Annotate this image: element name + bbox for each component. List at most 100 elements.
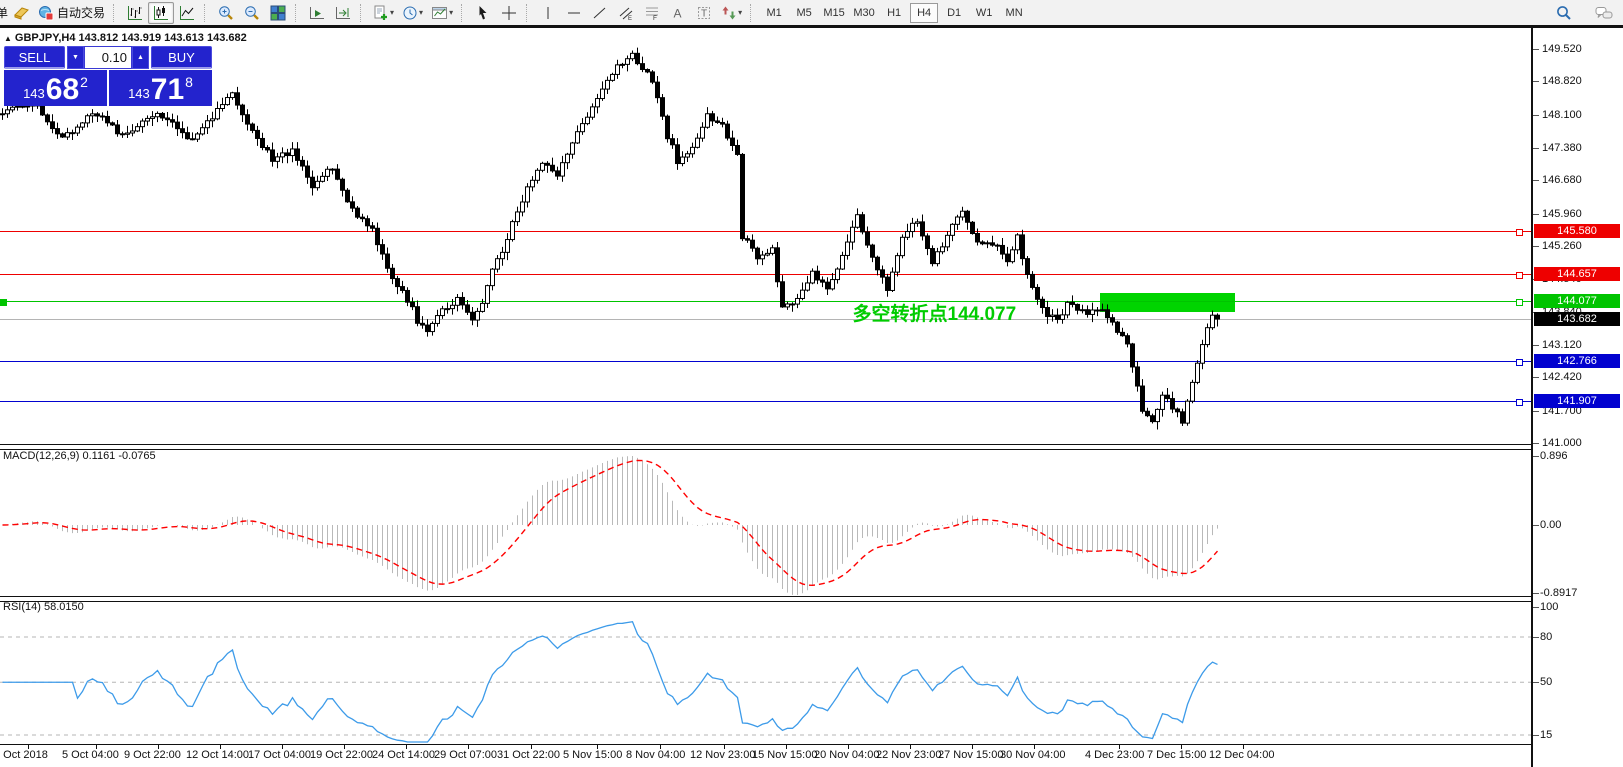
zoom-in-button[interactable] xyxy=(213,2,239,24)
toolbar-separator xyxy=(113,3,118,22)
timeframe-button-m5[interactable]: M5 xyxy=(796,6,812,19)
timeframe-button-h1[interactable]: H1 xyxy=(887,6,902,19)
time-tick xyxy=(531,744,532,749)
rsi-tick xyxy=(1533,606,1539,608)
line-handle[interactable] xyxy=(1516,298,1523,306)
bid-price-line xyxy=(0,318,1531,320)
horizontal-line-141.907[interactable] xyxy=(0,401,1531,403)
zoom-in-icon xyxy=(219,5,233,20)
auto-scroll-icon xyxy=(310,6,325,19)
tile-windows-icon xyxy=(270,5,286,20)
timeframe-button-h4[interactable]: H4 xyxy=(910,2,939,23)
crosshair-button[interactable] xyxy=(496,2,522,24)
search-icon xyxy=(1557,5,1571,20)
horizontal-line-145.58[interactable] xyxy=(0,231,1531,233)
toolbar-separator xyxy=(360,3,365,22)
auto-scroll-button[interactable] xyxy=(304,2,330,24)
line-handle[interactable] xyxy=(1516,399,1523,407)
line-handle[interactable] xyxy=(1516,359,1523,367)
text-button[interactable]: A xyxy=(665,2,691,24)
price-label-chip: 144.077 xyxy=(1534,293,1620,308)
rsi-tick xyxy=(1533,682,1539,684)
time-tick xyxy=(406,744,407,749)
line-handle[interactable] xyxy=(0,298,7,306)
toolbar-separator xyxy=(295,3,300,22)
chart-annotation-text[interactable]: 多空转折点144.077 xyxy=(852,304,1017,326)
chat-button[interactable] xyxy=(1591,2,1617,24)
time-label: 7 Dec 15:00 xyxy=(1147,749,1207,761)
trendline-button[interactable] xyxy=(587,2,613,24)
bar-chart-button[interactable] xyxy=(122,2,148,24)
lot-increase-button[interactable]: ▲ xyxy=(132,46,149,69)
line-handle[interactable] xyxy=(1516,229,1523,237)
lot-decrease-button[interactable]: ▼ xyxy=(67,46,84,69)
time-label: 5 Nov 15:00 xyxy=(563,749,623,761)
time-label: 30 Nov 04:00 xyxy=(1000,749,1066,761)
fibonacci-button[interactable]: F xyxy=(639,2,665,24)
new-order-icon[interactable] xyxy=(8,2,34,24)
crosshair-icon xyxy=(502,5,517,20)
indicators-button[interactable]: ▾ xyxy=(369,2,398,24)
timeframe-button-m30[interactable]: M30 xyxy=(853,6,875,19)
new-order-label[interactable]: 单 xyxy=(0,4,8,21)
price-tick-label: 147.380 xyxy=(1542,141,1582,154)
candlestick-chart-button[interactable] xyxy=(148,1,175,24)
search-button[interactable] xyxy=(1551,2,1577,24)
cursor-button[interactable] xyxy=(470,2,496,24)
sell-button[interactable]: SELL xyxy=(4,46,65,69)
window-divider[interactable] xyxy=(0,596,1531,602)
candlestick-svg xyxy=(0,47,1220,430)
templates-button[interactable]: ▾ xyxy=(427,2,457,24)
time-label: 2 Oct 2018 xyxy=(0,749,48,761)
tile-windows-button[interactable] xyxy=(265,2,291,24)
periods-button[interactable]: ▾ xyxy=(398,2,427,24)
symbol-title: ▲ GBPJPY,H4 143.812 143.919 143.613 143.6… xyxy=(4,32,247,44)
horizontal-line-144.657[interactable] xyxy=(0,273,1531,275)
time-tick xyxy=(910,744,911,749)
text-label-button[interactable]: T xyxy=(691,2,717,24)
price-label-chip: 144.657 xyxy=(1534,266,1620,281)
time-tick xyxy=(1243,744,1244,749)
time-label: 24 Oct 14:00 xyxy=(372,749,435,761)
horizontal-line-button[interactable] xyxy=(561,2,587,24)
chart-plot-area[interactable] xyxy=(0,28,1531,767)
vertical-line-button[interactable] xyxy=(535,2,561,24)
timeframe-button-m15[interactable]: M15 xyxy=(823,6,845,19)
equidistant-channel-button[interactable]: E xyxy=(613,2,639,24)
one-click-trade-panel: SELL ▼ 0.10 ▲ BUY 143 68 2 143 71 8 xyxy=(4,46,212,106)
window-divider[interactable] xyxy=(0,444,1531,450)
time-tick xyxy=(972,744,973,749)
clock-icon xyxy=(403,6,417,19)
timeframe-button-d1[interactable]: D1 xyxy=(947,6,962,19)
zoom-out-button[interactable] xyxy=(239,2,265,24)
timeframe-button-m1[interactable]: M1 xyxy=(766,6,782,19)
collapse-triangle-icon[interactable]: ▲ xyxy=(4,34,12,43)
macd-tick-label: -0.8917 xyxy=(1540,587,1578,599)
buy-price-display[interactable]: 143 71 8 xyxy=(109,70,212,106)
candlestick-chart-icon xyxy=(154,5,169,20)
sell-price-display[interactable]: 143 68 2 xyxy=(4,70,107,106)
horizontal-line-144.077[interactable] xyxy=(0,300,1531,302)
autotrading-button[interactable]: 自动交易 xyxy=(34,2,109,24)
lot-size-field[interactable]: 0.10 xyxy=(84,46,132,69)
horizontal-line-142.766[interactable] xyxy=(0,361,1531,363)
arrows-button[interactable]: ▾ xyxy=(717,2,746,24)
chart-shift-icon xyxy=(336,6,351,19)
line-handle[interactable] xyxy=(1516,271,1523,279)
cursor-icon xyxy=(479,5,487,19)
buy-button[interactable]: BUY xyxy=(151,46,212,69)
line-chart-button[interactable] xyxy=(174,2,200,24)
rsi-tick-label: 100 xyxy=(1540,600,1559,613)
channel-icon: E xyxy=(619,7,633,21)
timeframe-button-w1[interactable]: W1 xyxy=(975,6,993,19)
time-label: 4 Dec 23:00 xyxy=(1085,749,1145,761)
svg-text:F: F xyxy=(653,15,657,21)
chevron-down-icon: ▾ xyxy=(449,8,454,17)
chart-shift-button[interactable] xyxy=(330,2,356,24)
time-label: 22 Nov 23:00 xyxy=(876,749,942,761)
highlight-rectangle[interactable] xyxy=(1100,292,1235,312)
rsi-tick-label: 50 xyxy=(1540,676,1553,689)
indicators-icon xyxy=(374,5,388,20)
toolbar-separator xyxy=(526,3,531,22)
timeframe-button-mn[interactable]: MN xyxy=(1005,6,1023,19)
